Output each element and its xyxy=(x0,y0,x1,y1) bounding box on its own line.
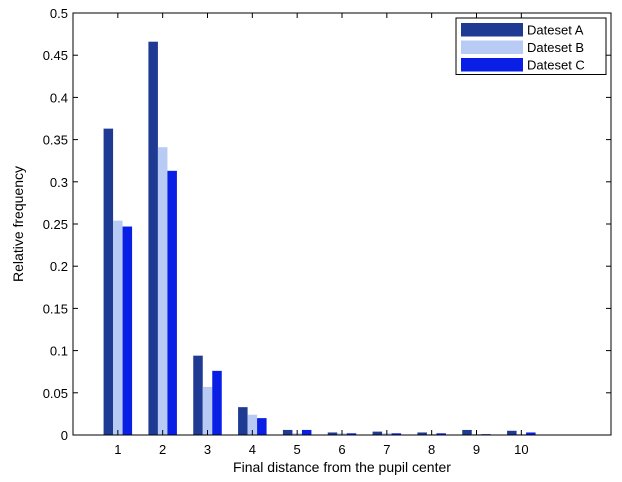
bar-series-3-cat-6 xyxy=(346,433,357,435)
legend: Dateset A Dateset B Dateset C xyxy=(455,17,607,75)
x-tick-label: 2 xyxy=(159,442,166,457)
bar-series-2-cat-1 xyxy=(113,220,123,435)
bar-series-1-cat-4 xyxy=(238,407,248,435)
x-axis-label: Final distance from the pupil center xyxy=(233,459,451,475)
bar-series-3-cat-7 xyxy=(391,433,402,435)
legend-label: Dateset B xyxy=(527,40,584,55)
legend-swatch xyxy=(461,23,523,37)
y-tick-label: 0.4 xyxy=(50,90,68,105)
bar-series-1-cat-6 xyxy=(327,432,338,435)
bar-series-2-cat-4 xyxy=(247,414,258,435)
legend-label: Dateset C xyxy=(527,58,585,73)
bar-series-1-cat-2 xyxy=(148,41,158,435)
bar-series-3-cat-10 xyxy=(526,432,536,435)
bar-series-1-cat-8 xyxy=(417,432,427,435)
bar-series-1-cat-5 xyxy=(282,429,293,435)
y-tick-label: 0 xyxy=(61,428,68,443)
bar-series-1-cat-9 xyxy=(462,429,472,435)
y-tick-label: 0.5 xyxy=(50,6,68,21)
bar-series-1-cat-1 xyxy=(103,128,114,435)
y-tick-label: 0.05 xyxy=(43,386,68,401)
y-axis-ticks: 0 0.05 0.1 0.15 0.2 0.25 0.3 0.35 0.4 0.45 0.5 xyxy=(43,6,611,443)
x-tick-label: 3 xyxy=(204,442,211,457)
x-axis-ticks: 1 2 3 4 5 6 7 8 9 10 xyxy=(114,13,529,457)
x-tick-label: 10 xyxy=(514,442,528,457)
bars-layer xyxy=(103,41,536,435)
y-axis-label: Relative frequency xyxy=(10,166,26,282)
bar-series-3-cat-8 xyxy=(436,433,446,435)
y-tick-label: 0.15 xyxy=(43,301,68,316)
x-tick-label: 1 xyxy=(114,442,121,457)
legend-swatch xyxy=(461,40,523,54)
y-tick-label: 0.45 xyxy=(43,48,68,63)
y-tick-label: 0.1 xyxy=(50,344,68,359)
bar-series-3-cat-2 xyxy=(167,170,177,435)
bar-series-3-cat-3 xyxy=(212,370,222,435)
y-tick-label: 0.35 xyxy=(43,133,68,148)
legend-label: Dateset A xyxy=(527,23,584,38)
bar-series-1-cat-7 xyxy=(372,431,383,435)
x-tick-label: 5 xyxy=(294,442,301,457)
bar-series-1-cat-3 xyxy=(193,355,203,435)
x-tick-label: 4 xyxy=(249,442,256,457)
x-tick-label: 6 xyxy=(338,442,345,457)
legend-swatch xyxy=(461,58,523,72)
y-tick-label: 0.2 xyxy=(50,259,68,274)
bar-series-2-cat-3 xyxy=(202,386,213,435)
x-tick-label: 8 xyxy=(428,442,435,457)
x-tick-label: 7 xyxy=(383,442,390,457)
bar-series-1-cat-10 xyxy=(507,430,517,435)
x-tick-label: 9 xyxy=(473,442,480,457)
bar-series-3-cat-1 xyxy=(122,226,133,435)
bar-series-2-cat-2 xyxy=(157,147,168,435)
y-tick-label: 0.3 xyxy=(50,175,68,190)
y-tick-label: 0.25 xyxy=(43,217,68,232)
bar-series-3-cat-4 xyxy=(257,418,267,435)
bar-series-3-cat-5 xyxy=(301,429,312,435)
